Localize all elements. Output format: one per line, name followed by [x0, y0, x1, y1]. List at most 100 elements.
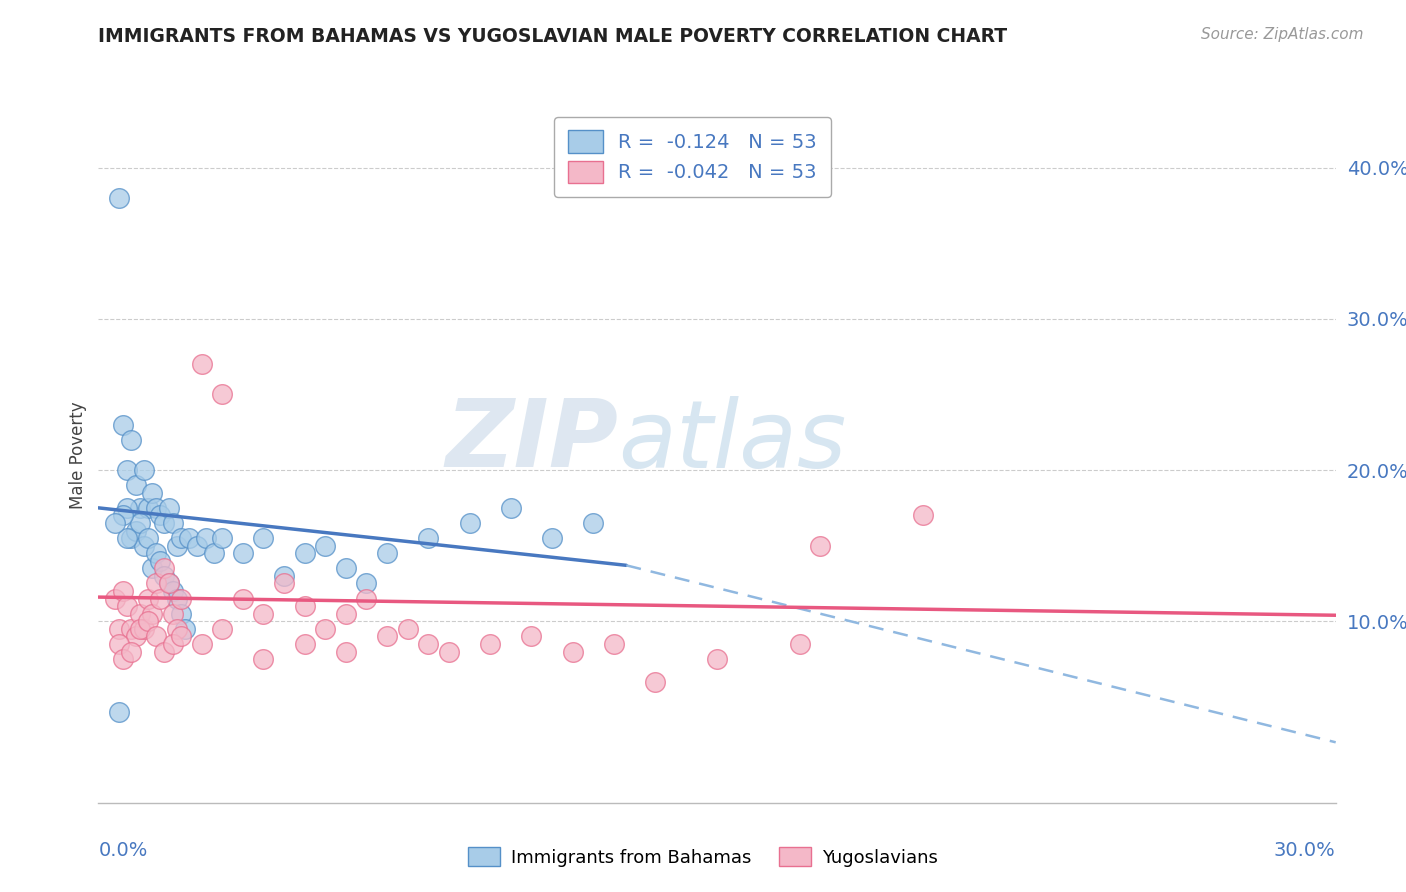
Point [145, 629, 167, 643]
Point [153, 561, 176, 575]
Point [162, 516, 184, 530]
Point [136, 500, 159, 515]
Point [194, 531, 217, 545]
Point [211, 531, 233, 545]
Text: ZIP: ZIP [446, 395, 619, 487]
Point [170, 629, 193, 643]
Point [706, 652, 728, 666]
Point [458, 516, 481, 530]
Point [124, 629, 146, 643]
Point [104, 591, 127, 606]
Text: Source: ZipAtlas.com: Source: ZipAtlas.com [1201, 27, 1364, 42]
Point [141, 607, 163, 621]
Point [582, 516, 605, 530]
Point [108, 622, 131, 636]
Point [174, 622, 197, 636]
Point [644, 674, 666, 689]
Legend: Immigrants from Bahamas, Yugoslavians: Immigrants from Bahamas, Yugoslavians [461, 840, 945, 874]
Point [153, 516, 176, 530]
Point [124, 478, 146, 492]
Point [202, 546, 225, 560]
Point [396, 622, 419, 636]
Point [356, 576, 378, 591]
Point [117, 599, 139, 614]
Point [561, 644, 583, 658]
Point [149, 591, 172, 606]
Point [335, 644, 357, 658]
Point [294, 599, 316, 614]
Point [145, 500, 167, 515]
Point [418, 637, 440, 651]
Point [117, 463, 139, 477]
Point [128, 516, 150, 530]
Point [186, 539, 208, 553]
Point [166, 539, 188, 553]
Point [120, 433, 142, 447]
Point [141, 561, 163, 575]
Point [808, 539, 831, 553]
Point [294, 637, 316, 651]
Point [132, 622, 155, 636]
Point [252, 652, 274, 666]
Point [108, 637, 131, 651]
Point [128, 622, 150, 636]
Point [112, 508, 135, 523]
Point [603, 637, 626, 651]
Text: 0.0%: 0.0% [98, 840, 148, 860]
Point [136, 531, 159, 545]
Point [112, 652, 135, 666]
Point [520, 629, 543, 643]
Point [149, 554, 172, 568]
Point [112, 417, 135, 432]
Point [375, 629, 398, 643]
Point [170, 607, 193, 621]
Point [437, 644, 460, 658]
Point [232, 546, 254, 560]
Point [211, 622, 233, 636]
Point [162, 584, 184, 599]
Point [335, 607, 357, 621]
Point [179, 531, 201, 545]
Point [273, 569, 295, 583]
Point [132, 539, 155, 553]
Point [128, 500, 150, 515]
Point [108, 705, 131, 719]
Point [162, 607, 184, 621]
Point [153, 644, 176, 658]
Point [128, 607, 150, 621]
Point [166, 591, 188, 606]
Point [273, 576, 295, 591]
Point [141, 485, 163, 500]
Point [104, 516, 127, 530]
Point [120, 531, 142, 545]
Point [252, 607, 274, 621]
Text: IMMIGRANTS FROM BAHAMAS VS YUGOSLAVIAN MALE POVERTY CORRELATION CHART: IMMIGRANTS FROM BAHAMAS VS YUGOSLAVIAN M… [98, 27, 1008, 45]
Point [499, 500, 522, 515]
Point [170, 531, 193, 545]
Point [335, 561, 357, 575]
Point [479, 637, 502, 651]
Point [314, 539, 336, 553]
Point [912, 508, 935, 523]
Point [789, 637, 811, 651]
Point [190, 637, 212, 651]
Point [132, 463, 155, 477]
Point [136, 615, 159, 629]
Point [314, 622, 336, 636]
Point [117, 531, 139, 545]
Point [162, 637, 184, 651]
Point [149, 508, 172, 523]
Point [112, 584, 135, 599]
Text: atlas: atlas [619, 395, 846, 486]
Point [252, 531, 274, 545]
Point [541, 531, 564, 545]
Point [157, 576, 180, 591]
Point [170, 591, 193, 606]
Point [136, 591, 159, 606]
Point [120, 622, 142, 636]
Y-axis label: Male Poverty: Male Poverty [69, 401, 87, 508]
Point [108, 191, 131, 205]
Point [294, 546, 316, 560]
Point [375, 546, 398, 560]
Point [211, 387, 233, 401]
